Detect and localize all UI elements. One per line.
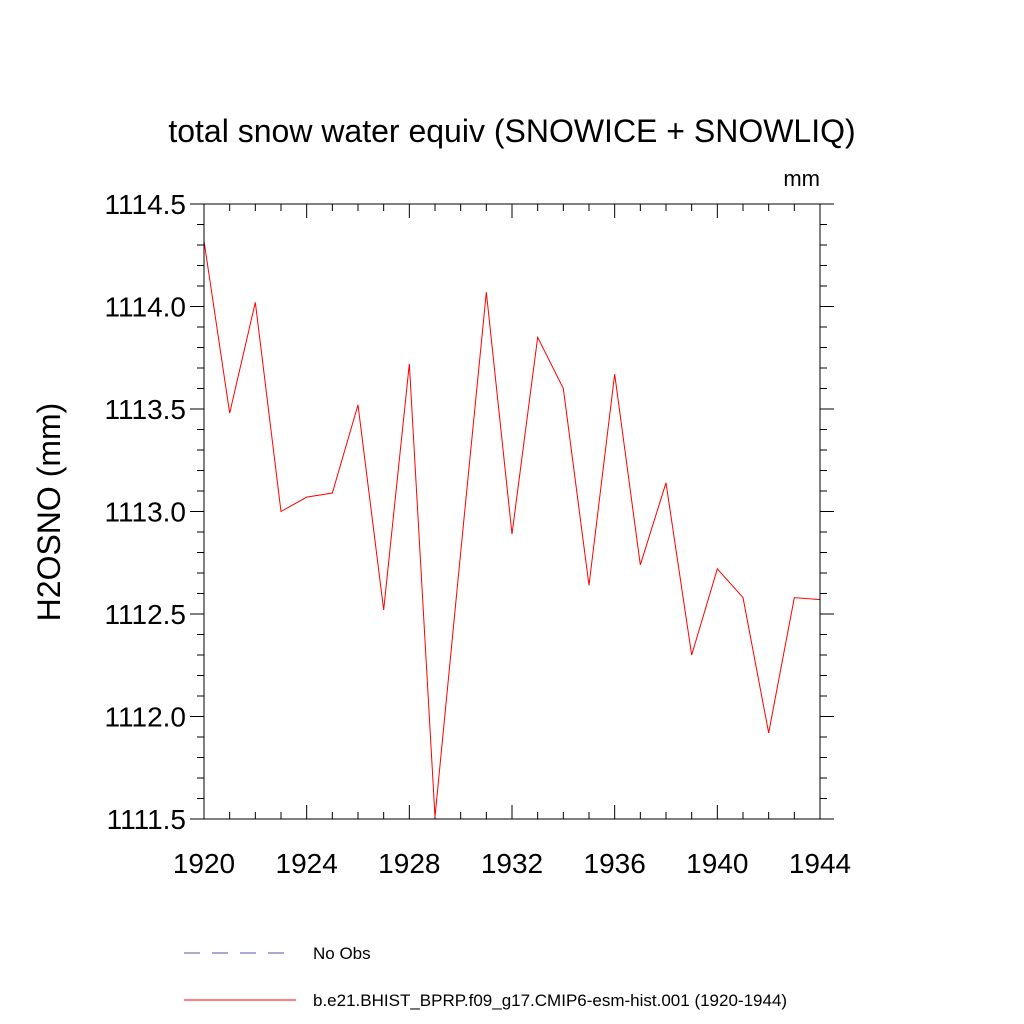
legend-label-model: b.e21.BHIST_BPRP.f09_g17.CMIP6-esm-hist.… <box>313 991 787 1010</box>
y-tick-label: 1113.5 <box>105 394 186 425</box>
data-series <box>203 240 821 817</box>
y-tick-label: 1111.5 <box>107 804 186 835</box>
legend: No Obs b.e21.BHIST_BPRP.f09_g17.CMIP6-es… <box>184 944 787 1010</box>
y-tick-label: 1113.0 <box>105 497 186 528</box>
x-tick-label: 1940 <box>686 848 748 879</box>
y-tick-label: 1114.5 <box>105 189 186 220</box>
x-tick-label: 1924 <box>276 848 338 879</box>
y-axis-label: H2OSNO (mm) <box>31 403 67 622</box>
units-label: mm <box>783 166 820 191</box>
chart-title: total snow water equiv (SNOWICE + SNOWLI… <box>168 113 855 149</box>
x-tick-label: 1944 <box>789 848 851 879</box>
x-tick-label: 1932 <box>481 848 543 879</box>
axis-ticks <box>190 203 834 820</box>
plot-frame <box>203 203 821 820</box>
x-tick-label: 1928 <box>378 848 440 879</box>
y-tick-label: 1114.0 <box>105 292 186 323</box>
x-tick-label: 1920 <box>173 848 235 879</box>
legend-label-no-obs: No Obs <box>313 944 371 963</box>
series-line <box>203 240 821 817</box>
x-tick-label: 1936 <box>584 848 646 879</box>
y-tick-label: 1112.0 <box>105 702 186 733</box>
y-tick-label: 1112.5 <box>105 599 186 630</box>
tick-labels: 1920 1924 1928 1932 1936 1940 1944 1111.5 1112.0… <box>105 189 852 879</box>
